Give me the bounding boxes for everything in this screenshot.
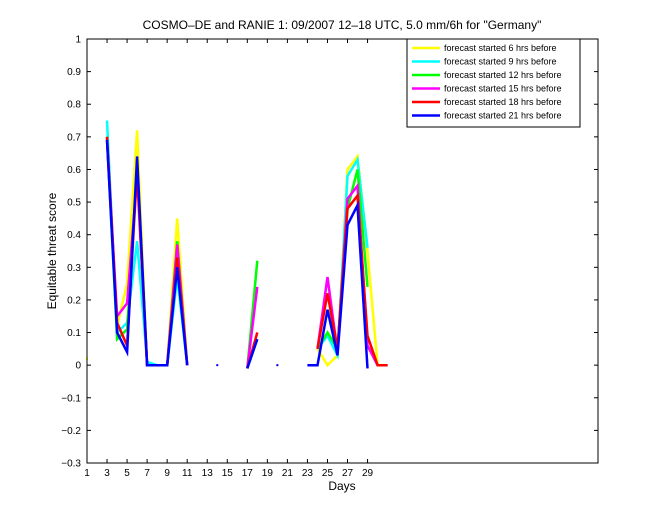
plot-area-frame — [86, 38, 599, 464]
series-line — [105, 140, 189, 367]
series-line — [316, 153, 388, 368]
y-tick-label: 0.6 — [67, 165, 81, 176]
chart-title: COSMO–DE and RANIE 1: 09/2007 12–18 UTC,… — [143, 18, 542, 32]
x-tick-label: 29 — [362, 468, 374, 479]
x-tick-label: 23 — [302, 468, 314, 479]
legend: forecast started 6 hrs before forecast st… — [406, 38, 581, 128]
legend-box — [406, 38, 581, 128]
legend-label: forecast started 18 hrs before — [444, 97, 562, 107]
y-tick-label: 0.5 — [67, 198, 81, 209]
legend-label: forecast started 9 hrs before — [444, 57, 557, 67]
x-tick-label: 9 — [164, 468, 170, 479]
legend-label: forecast started 15 hrs before — [444, 84, 562, 94]
y-tick-label: 0.3 — [67, 263, 81, 274]
x-tick-label: 7 — [144, 468, 150, 479]
x-tick-label: 13 — [202, 468, 214, 479]
series-line — [246, 338, 259, 369]
series-line — [316, 192, 388, 367]
legend-label: forecast started 21 hrs before — [444, 111, 562, 121]
series-line — [307, 200, 369, 369]
legend-label: forecast started 12 hrs before — [444, 70, 562, 80]
y-tick-label: 0.1 — [67, 328, 81, 339]
y-tick-label: 0.9 — [67, 67, 81, 78]
x-tick-label: 11 — [182, 468, 193, 479]
y-axis-label: Equitable threat score — [45, 192, 59, 309]
y-tick-label: 0.8 — [67, 100, 81, 111]
y-tick-label: −0.2 — [61, 426, 81, 437]
x-tick-label: 5 — [124, 468, 130, 479]
x-tick-label: 3 — [104, 468, 110, 479]
legend-label: forecast started 6 hrs before — [444, 43, 557, 53]
x-tick-label: 1 — [84, 468, 90, 479]
y-tick-label: 0.7 — [67, 132, 81, 143]
x-tick-label: 25 — [322, 468, 334, 479]
y-tick-label: 0.2 — [67, 295, 81, 306]
y-tick-label: 1 — [75, 35, 81, 46]
x-tick-label: 17 — [242, 468, 254, 479]
x-tick-label: 19 — [262, 468, 274, 479]
x-tick-label: 15 — [222, 468, 234, 479]
series-6 — [105, 140, 369, 369]
y-tick-label: 0 — [75, 361, 81, 372]
y-tick-label: −0.3 — [61, 459, 81, 470]
y-tick-label: 0.4 — [67, 230, 81, 241]
x-tick-label: 21 — [282, 468, 294, 479]
x-tick-label: 27 — [342, 468, 354, 479]
series-line — [246, 286, 259, 369]
x-axis-label: Days — [328, 479, 355, 493]
y-tick-label: −0.1 — [61, 393, 81, 404]
